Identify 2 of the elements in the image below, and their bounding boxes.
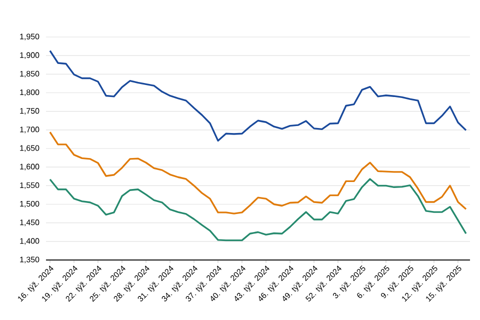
line-series	[49, 131, 467, 214]
line-series	[49, 50, 467, 142]
